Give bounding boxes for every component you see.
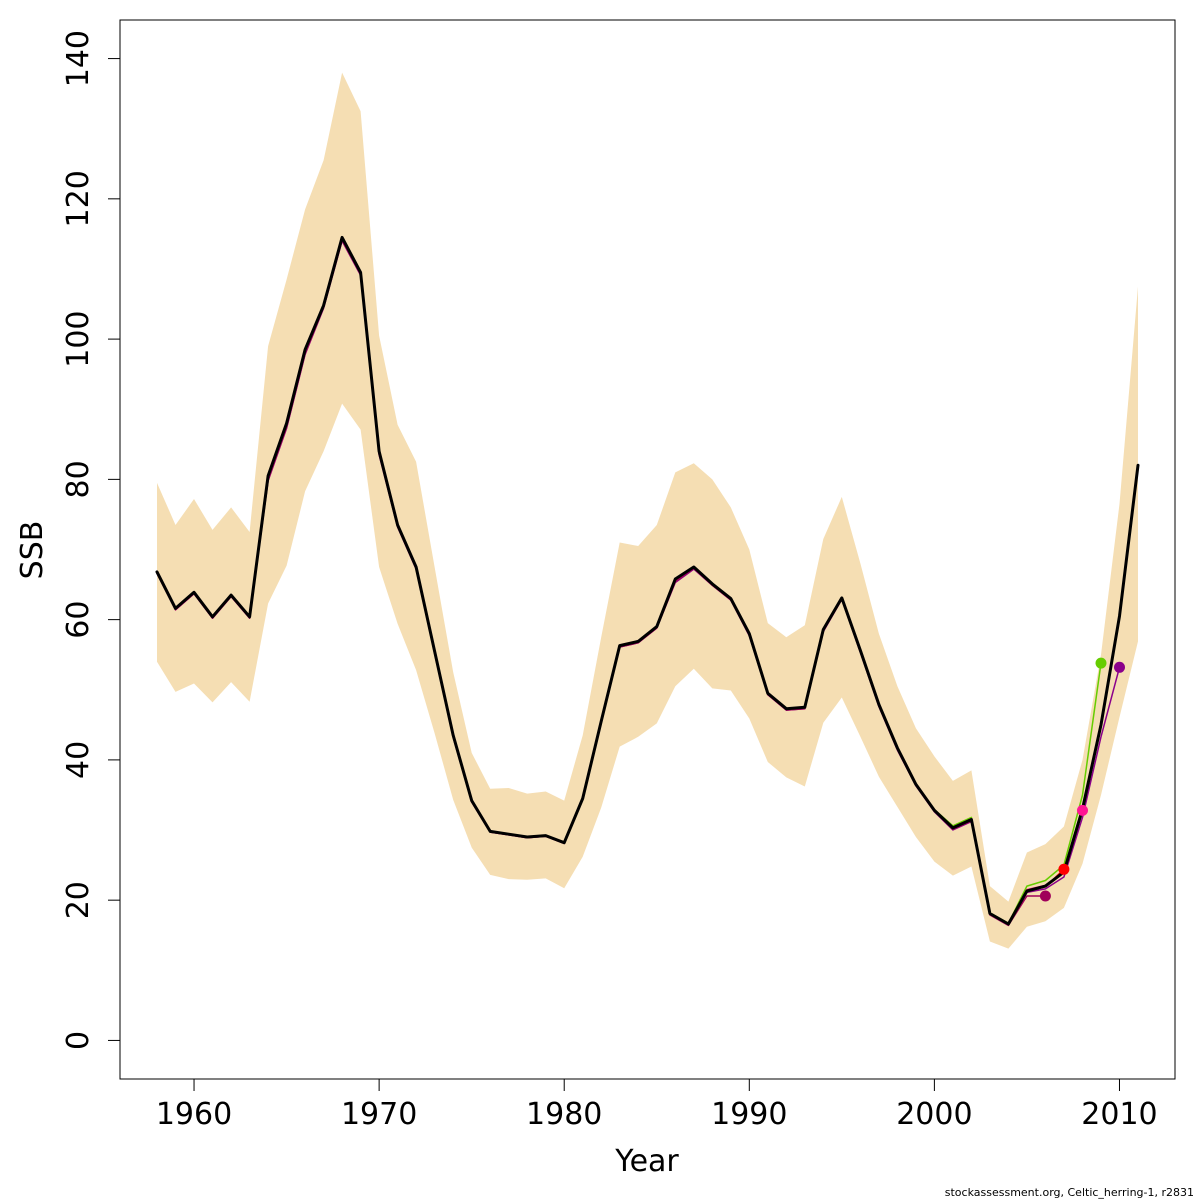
y-tick-label-100: 100 bbox=[61, 310, 96, 367]
endpoint-markers-layer bbox=[1039, 657, 1125, 902]
y-axis-title: SSB bbox=[15, 521, 50, 580]
endpoint-marker-3 bbox=[1095, 657, 1107, 669]
x-tick-label-1990: 1990 bbox=[711, 1097, 787, 1132]
y-tick-label-140: 140 bbox=[61, 30, 96, 87]
y-tick-label-40: 40 bbox=[61, 741, 96, 779]
x-tick-label-1960: 1960 bbox=[156, 1097, 232, 1132]
y-tick-label-20: 20 bbox=[61, 881, 96, 919]
x-tick-label-1980: 1980 bbox=[526, 1097, 602, 1132]
x-axis-title: Year bbox=[614, 1144, 679, 1179]
endpoint-marker-2 bbox=[1077, 804, 1088, 816]
endpoint-marker-4 bbox=[1114, 661, 1125, 673]
x-tick-label-2000: 2000 bbox=[896, 1097, 972, 1132]
y-tick-label-0: 0 bbox=[61, 1031, 96, 1050]
y-axis: 0 20 40 60 80 100 120 140 bbox=[61, 30, 121, 1050]
series-layer bbox=[155, 235, 1140, 927]
footer-credit: stockassessment.org, Celtic_herring-1, r… bbox=[945, 1186, 1194, 1199]
confidence-band bbox=[157, 72, 1138, 949]
endpoint-marker-0 bbox=[1039, 890, 1051, 902]
endpoint-marker-1 bbox=[1058, 863, 1070, 875]
x-tick-label-2010: 2010 bbox=[1081, 1097, 1157, 1132]
confidence-band-layer bbox=[157, 72, 1138, 949]
x-tick-label-1970: 1970 bbox=[341, 1097, 417, 1132]
series-line-0 bbox=[155, 235, 1140, 926]
y-tick-label-80: 80 bbox=[61, 460, 96, 498]
y-tick-label-60: 60 bbox=[61, 601, 96, 639]
x-axis: 1960 1970 1980 1990 2000 2010 bbox=[156, 1078, 1158, 1132]
y-tick-label-120: 120 bbox=[61, 170, 96, 227]
